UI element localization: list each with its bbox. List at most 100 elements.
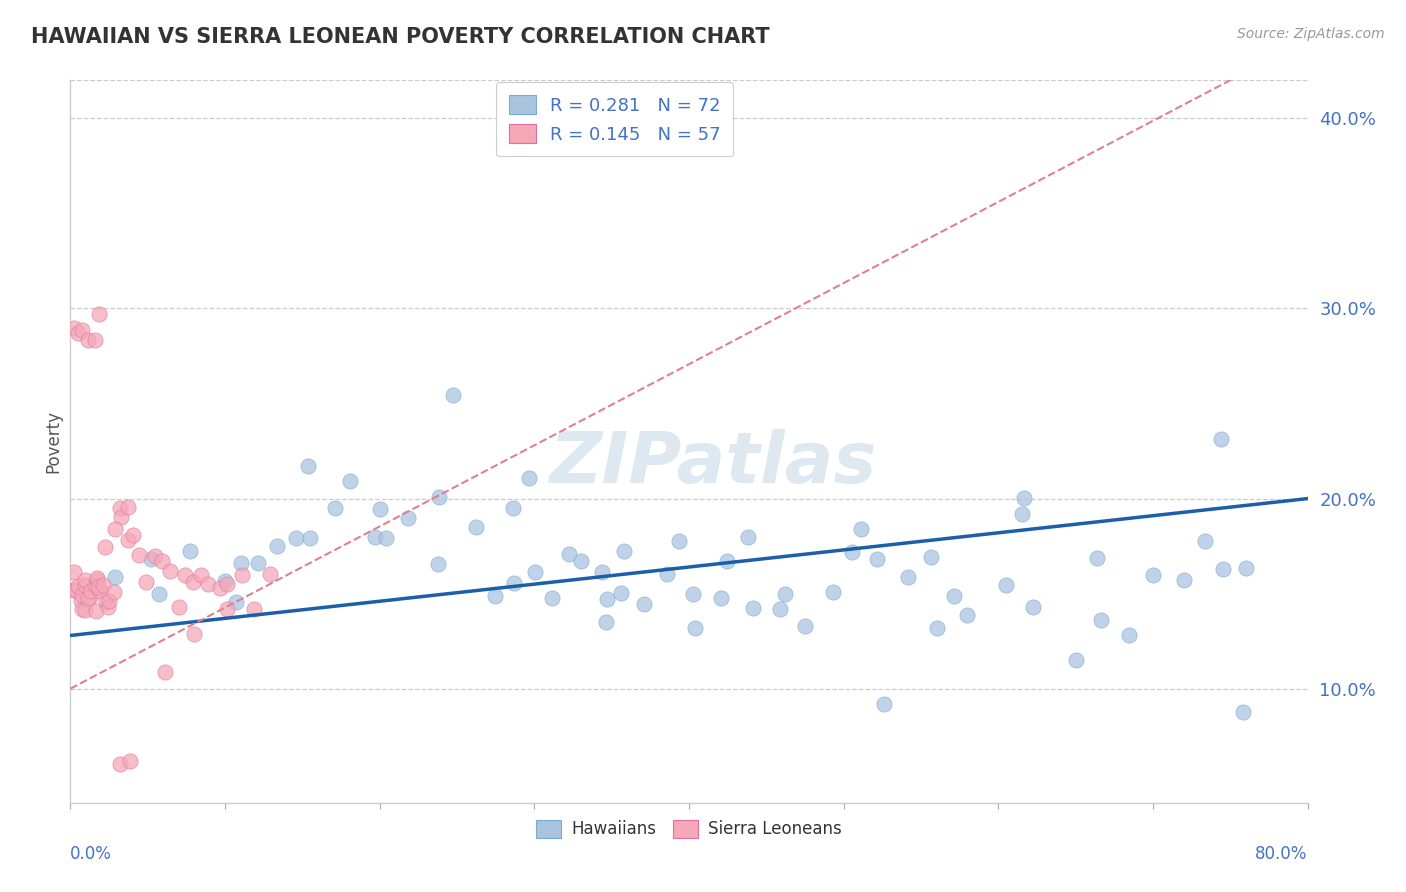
Point [1142,567,1164,582]
Point [794,619,817,633]
Point [190,567,212,582]
Point [94,595,117,609]
Point [465,520,488,534]
Point [63,321,86,335]
Point [1085,550,1108,565]
Point [247,556,270,570]
Point [79,591,101,605]
Point [502,500,524,515]
Point [368,502,391,516]
Point [75,603,97,617]
Point [87,307,110,321]
Point [63,565,86,579]
Point [65,582,87,597]
Point [135,574,157,589]
Point [215,577,238,591]
Point [117,533,139,547]
Text: 80.0%: 80.0% [1256,845,1308,863]
Point [70,588,93,602]
Point [80,584,103,599]
Point [503,576,526,591]
Point [89,584,111,599]
Point [243,602,266,616]
Legend: Hawaiians, Sierra Leoneans: Hawaiians, Sierra Leoneans [530,813,848,845]
Point [86,571,108,585]
Point [441,388,464,402]
Point [1118,628,1140,642]
Point [231,556,253,570]
Point [73,573,96,587]
Point [609,586,631,600]
Point [66,579,89,593]
Point [591,565,613,579]
Point [595,615,617,630]
Point [97,599,120,614]
Point [285,531,308,545]
Point [214,574,236,588]
Point [1064,653,1087,667]
Point [167,600,190,615]
Point [427,557,450,571]
Text: HAWAIIAN VS SIERRA LEONEAN POVERTY CORRELATION CHART: HAWAIIAN VS SIERRA LEONEAN POVERTY CORRE… [31,27,769,46]
Point [1234,561,1257,575]
Point [569,554,592,568]
Point [231,568,253,582]
Point [297,458,319,473]
Point [69,594,91,608]
Point [266,539,288,553]
Text: Source: ZipAtlas.com: Source: ZipAtlas.com [1237,27,1385,41]
Point [1012,491,1035,505]
Point [197,576,219,591]
Point [1173,573,1195,587]
Point [925,621,948,635]
Point [153,665,176,679]
Point [325,500,347,515]
Point [339,474,361,488]
Point [710,591,733,605]
Point [110,509,132,524]
Point [524,566,547,580]
Point [396,511,419,525]
Text: 0.0%: 0.0% [70,845,112,863]
Point [1232,706,1254,720]
Point [179,544,201,558]
Point [118,754,141,768]
Point [150,554,173,568]
Point [1194,533,1216,548]
Point [103,584,125,599]
Point [595,592,617,607]
Point [104,570,127,584]
Point [87,580,110,594]
Point [823,584,845,599]
Point [104,522,127,536]
Point [83,333,105,347]
Point [375,531,398,545]
Point [1212,562,1234,576]
Point [897,570,920,584]
Point [91,578,114,592]
Point [128,548,150,562]
Point [76,334,98,348]
Point [737,530,759,544]
Point [683,621,706,635]
Point [75,578,97,592]
Y-axis label: Poverty: Poverty [44,410,62,473]
Point [84,604,107,618]
Point [682,587,704,601]
Point [633,597,655,611]
Point [484,589,506,603]
Point [427,490,450,504]
Point [956,608,979,623]
Point [108,756,131,771]
Point [558,547,581,561]
Point [655,566,678,581]
Point [942,590,965,604]
Point [775,587,797,601]
Point [94,540,117,554]
Point [141,551,163,566]
Point [873,698,896,712]
Point [108,500,131,515]
Point [299,532,322,546]
Point [851,522,873,536]
Point [77,591,100,606]
